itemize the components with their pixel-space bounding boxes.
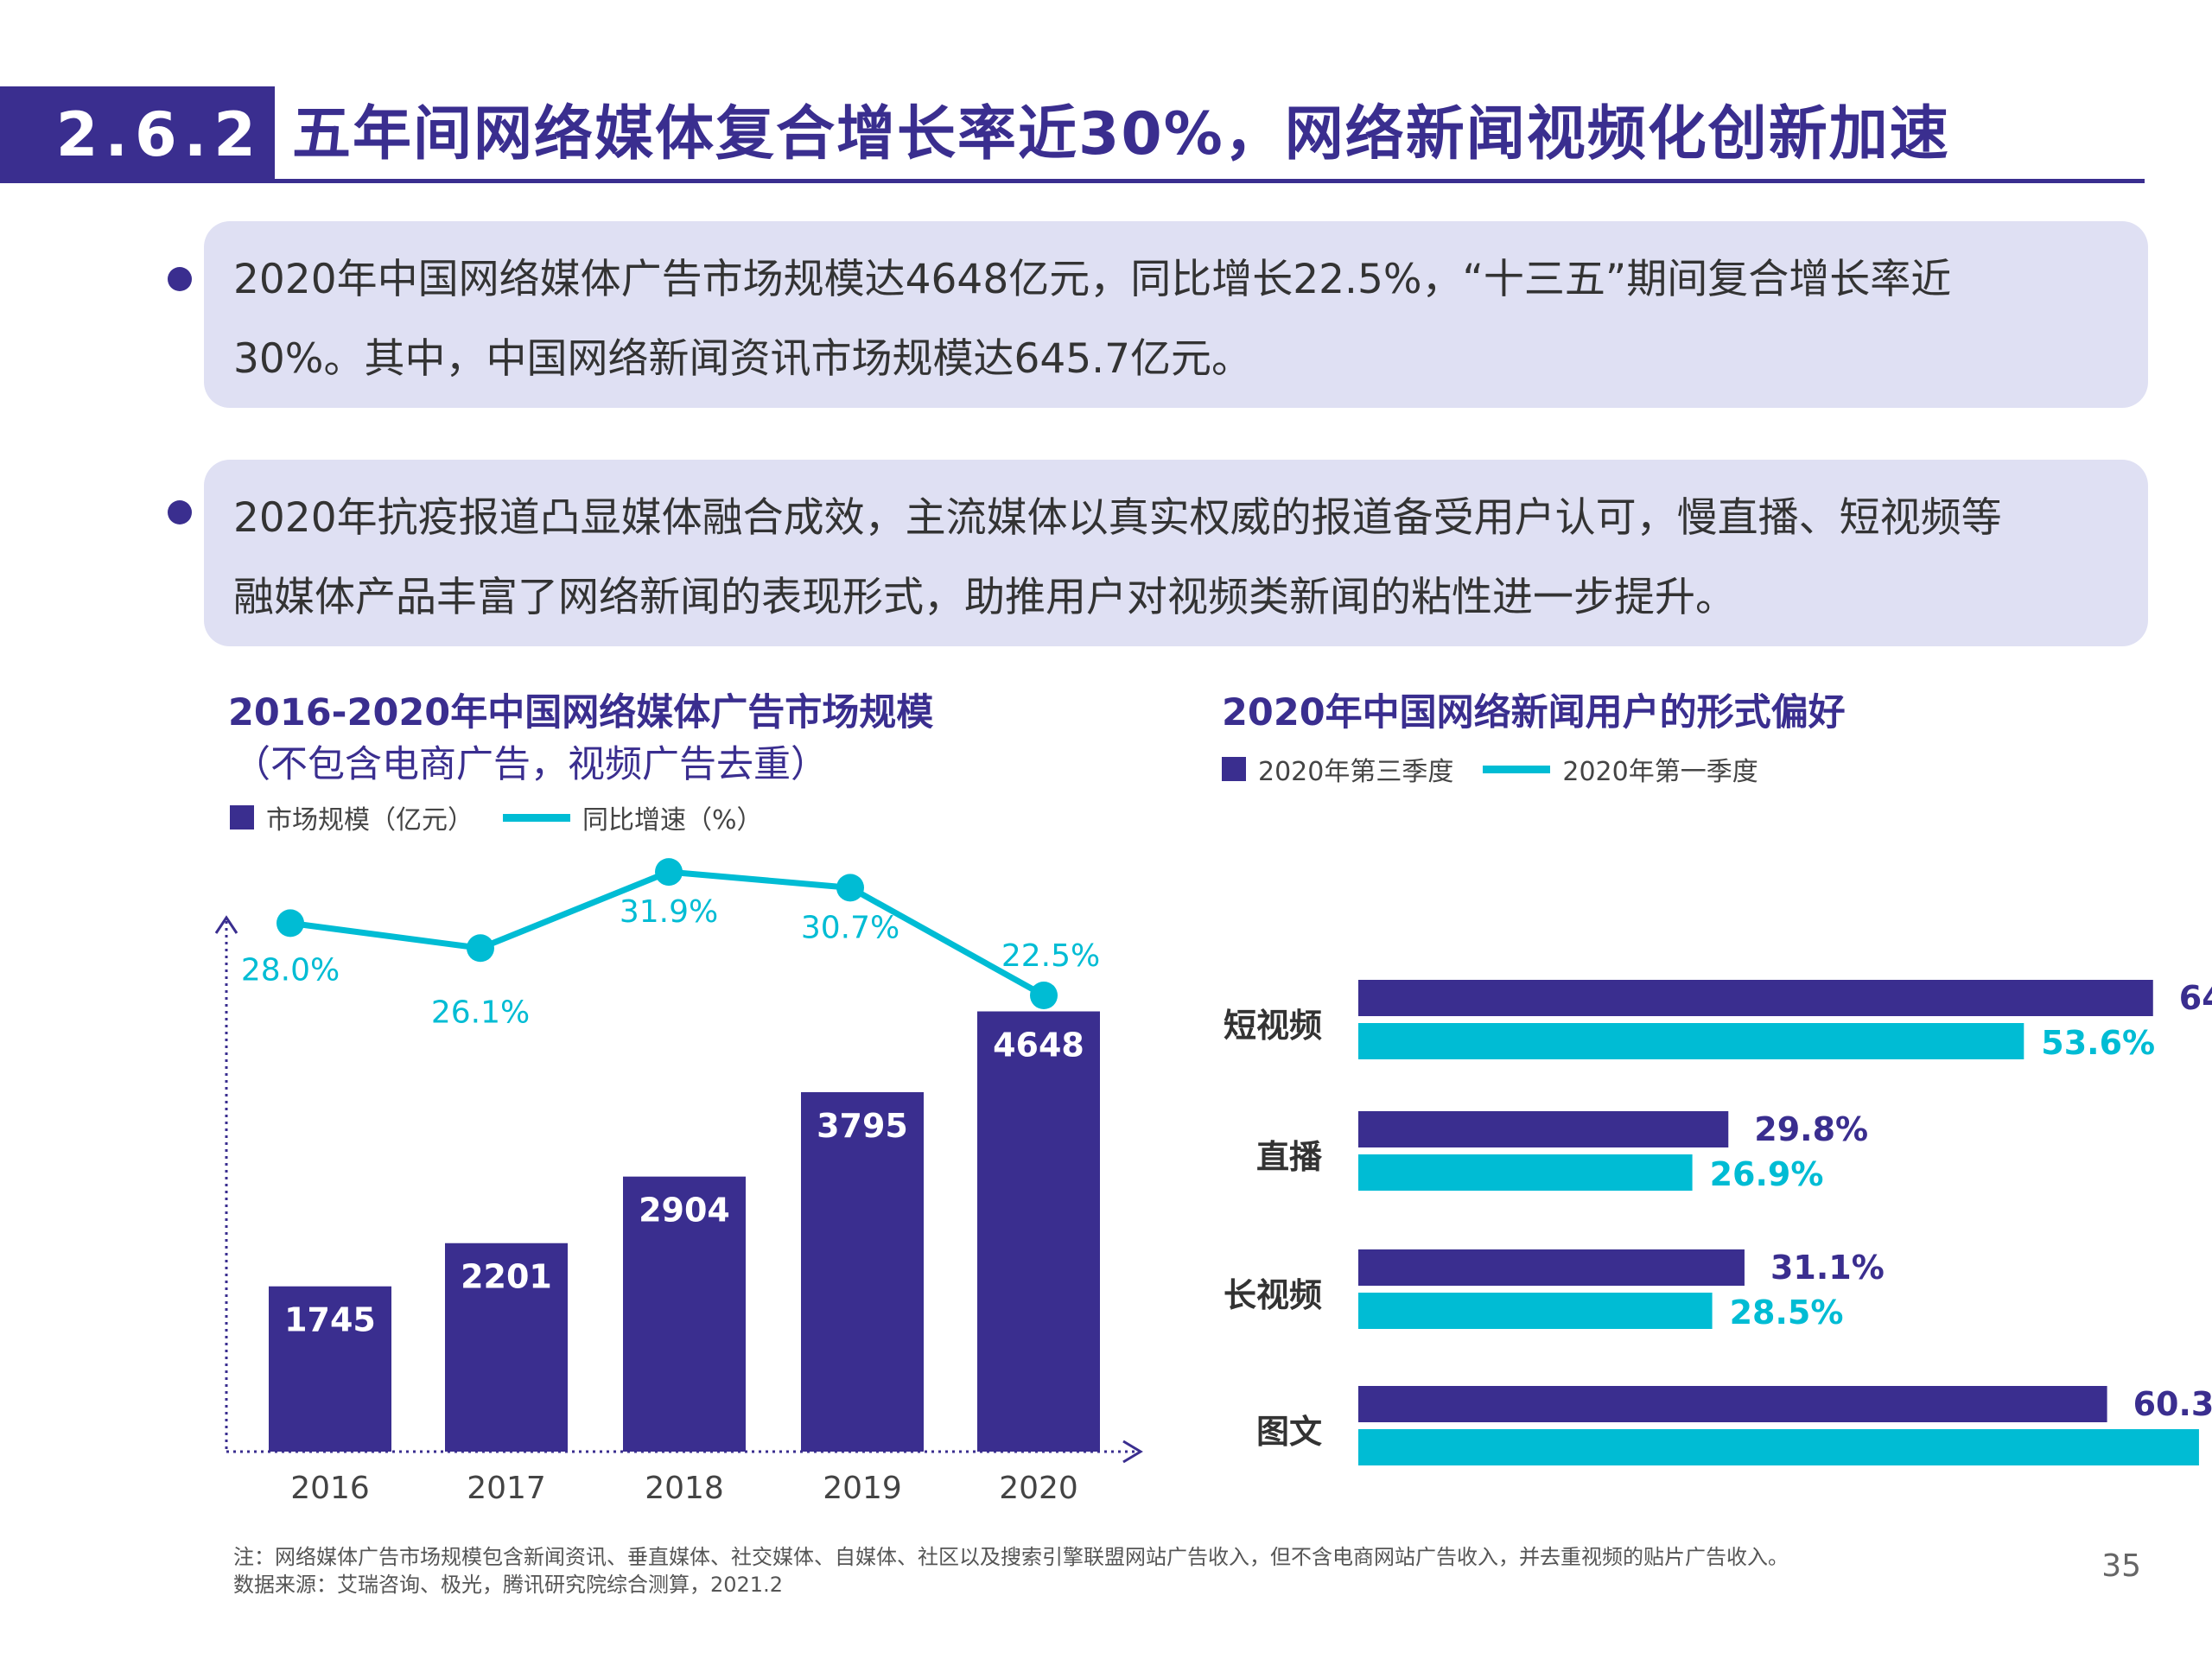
bullet-text-line: 30%。其中，中国网络新闻资讯市场规模达645.7亿元。 [233, 335, 1253, 383]
footnote: 注：网络媒体广告市场规模包含新闻资讯、垂直媒体、社交媒体、自媒体、社区以及搜索引… [233, 1545, 1789, 1569]
bullet-dot [168, 267, 192, 291]
left-chart-legend: 市场规模（亿元） 同比增速（%） [230, 798, 763, 836]
legend-bar-swatch [1222, 757, 1246, 781]
bullet-text-line: 2020年中国网络媒体广告市场规模达4648亿元，同比增长22.5%，“十三五”… [233, 256, 1952, 303]
category-label: 图文 [1256, 1413, 1322, 1451]
bar [623, 1176, 746, 1452]
bar-value-label: 1745 [284, 1301, 376, 1339]
page-number: 35 [2101, 1548, 2141, 1584]
y-axis-arrow [214, 915, 238, 934]
bullet-text-line: 2020年抗疫报道凸显媒体融合成效，主流媒体以真实权威的报道备受用户认可，慢直播… [233, 494, 2002, 542]
x-tick-label: 2019 [823, 1471, 902, 1506]
category-label: 直播 [1256, 1138, 1323, 1176]
legend-line-swatch [1483, 765, 1551, 773]
bar [445, 1243, 568, 1452]
bar-value-label: 53.6% [2041, 1024, 2155, 1062]
legend-label: 市场规模（亿元） [266, 805, 474, 836]
bar-q1 [1358, 1293, 1713, 1329]
category-label: 长视频 [1224, 1276, 1322, 1314]
x-axis-arrow [1122, 1440, 1143, 1464]
growth-value-label: 28.0% [241, 952, 340, 988]
x-tick-label: 2020 [999, 1471, 1078, 1506]
bar-q1 [1358, 1154, 1693, 1191]
right-chart-legend: 2020年第三季度 2020年第一季度 [1222, 750, 1758, 788]
legend-line-swatch [503, 813, 570, 822]
bar-q3 [1358, 1249, 1745, 1286]
section-number: 2.6.2 [0, 86, 275, 183]
bullet-dot [168, 500, 192, 524]
page-title: 五年间网络媒体复合增长率近30%，网络新闻视频化创新加速 [292, 100, 1950, 168]
bullet-box: 2020年中国网络媒体广告市场规模达4648亿元，同比增长22.5%，“十三五”… [204, 221, 2148, 408]
bar [269, 1286, 391, 1452]
bar-q3 [1358, 1386, 2107, 1422]
growth-line [289, 868, 1046, 999]
bar-value-label: 26.9% [1710, 1155, 1824, 1193]
x-tick-label: 2017 [467, 1471, 546, 1506]
left-chart-title: 2016-2020年中国网络媒体广告市场规模 [228, 691, 934, 734]
bar-value-label: 2201 [461, 1258, 552, 1296]
bar-q3 [1358, 980, 2153, 1016]
right-chart-title: 2020年中国网络新闻用户的形式偏好 [1222, 691, 1846, 734]
legend-bar-swatch [230, 805, 254, 830]
bullet-text-line: 融媒体产品丰富了网络新闻的表现形式，助推用户对视频类新闻的粘性进一步提升。 [233, 574, 1736, 621]
bar-value-label: 2904 [639, 1192, 730, 1230]
x-tick-label: 2018 [645, 1471, 724, 1506]
growth-value-label: 22.5% [1001, 938, 1100, 974]
bar-q1 [1358, 1429, 2199, 1465]
bar-q1 [1358, 1023, 2024, 1059]
bullet-box: 2020年抗疫报道凸显媒体融合成效，主流媒体以真实权威的报道备受用户认可，慢直播… [204, 460, 2148, 646]
growth-point [276, 909, 304, 938]
growth-point [655, 858, 683, 887]
bar-value-label: 4648 [993, 1027, 1084, 1065]
left-chart-subtitle: （不包含电商广告，视频广告去重） [233, 743, 828, 786]
category-label: 短视频 [1224, 1007, 1322, 1045]
growth-value-label: 26.1% [431, 995, 530, 1030]
bar-q3 [1358, 1111, 1729, 1147]
growth-point [1030, 982, 1058, 1009]
bar-value-label: 3795 [817, 1107, 908, 1145]
legend-label: 2020年第一季度 [1562, 757, 1758, 787]
bar [801, 1092, 924, 1452]
bar-value-label: 28.5% [1730, 1294, 1844, 1332]
bar-value-label: 31.1% [1770, 1249, 1885, 1287]
legend-label: 2020年第三季度 [1258, 757, 1454, 787]
bar-value-label: 60.3% [2133, 1385, 2212, 1423]
data-source: 数据来源：艾瑞咨询、极光，腾讯研究院综合测算，2021.2 [233, 1573, 783, 1597]
header-bar [0, 86, 2145, 183]
x-tick-label: 2016 [290, 1471, 370, 1506]
bar-value-label: 29.8% [1754, 1110, 1868, 1148]
growth-value-label: 30.7% [801, 910, 899, 945]
legend-label: 同比增速（%） [582, 805, 763, 836]
growth-point [467, 934, 494, 963]
growth-value-label: 31.9% [620, 894, 718, 930]
bar-value-label: 64.0% [2179, 979, 2212, 1017]
growth-point [836, 874, 864, 902]
bar [977, 1011, 1100, 1452]
